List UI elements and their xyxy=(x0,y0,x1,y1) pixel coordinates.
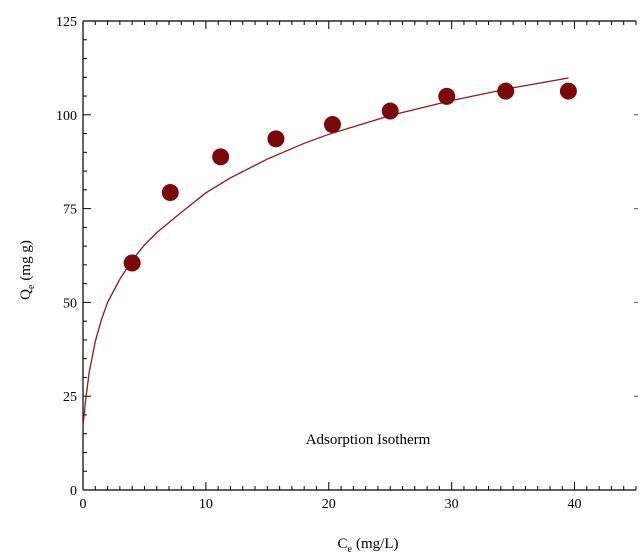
x-tick-label: 30 xyxy=(445,497,459,512)
fit-curve-group xyxy=(82,77,569,427)
data-point xyxy=(381,102,399,120)
y-axis-label-sub: e xyxy=(26,284,37,289)
x-tick-label: 40 xyxy=(568,497,582,512)
y-tick-label: 50 xyxy=(63,296,77,311)
y-tick-label: 75 xyxy=(63,203,77,218)
labels-group: Adsorption Isotherm Ce (mg/L) Qe(mg g) xyxy=(18,240,431,555)
fit-curve-line xyxy=(82,77,569,427)
y-tick-label: 0 xyxy=(70,484,77,499)
y-tick-label: 100 xyxy=(56,109,77,124)
data-point xyxy=(161,183,179,201)
y-tick-label: 25 xyxy=(63,390,77,405)
x-axis-label-main: C xyxy=(338,536,348,552)
x-tick-label: 0 xyxy=(80,497,87,512)
x-tick-label: 10 xyxy=(199,497,213,512)
y-axis-label: Qe (mg g) xyxy=(18,240,37,300)
annotation-label: Adsorption Isotherm xyxy=(306,432,431,448)
y-axis-label-unit: (mg g) xyxy=(18,240,34,280)
axes: 0 10 20 30 40 0 25 50 75 100 125 xyxy=(56,15,638,512)
y-tick-label: 125 xyxy=(56,15,77,30)
data-point xyxy=(123,254,141,272)
data-point xyxy=(267,130,285,148)
data-point xyxy=(497,82,515,100)
data-points-group xyxy=(123,82,577,272)
data-point xyxy=(438,87,456,105)
y-axis-label-main: Q xyxy=(18,289,34,300)
data-point xyxy=(323,116,341,134)
data-point xyxy=(559,82,577,100)
data-point xyxy=(212,148,230,166)
x-axis-label: Ce (mg/L) xyxy=(338,536,399,555)
x-axis-label-unit: (mg/L) xyxy=(356,536,399,552)
x-axis-label-sub: e xyxy=(348,544,353,555)
x-tick-label: 20 xyxy=(322,497,336,512)
